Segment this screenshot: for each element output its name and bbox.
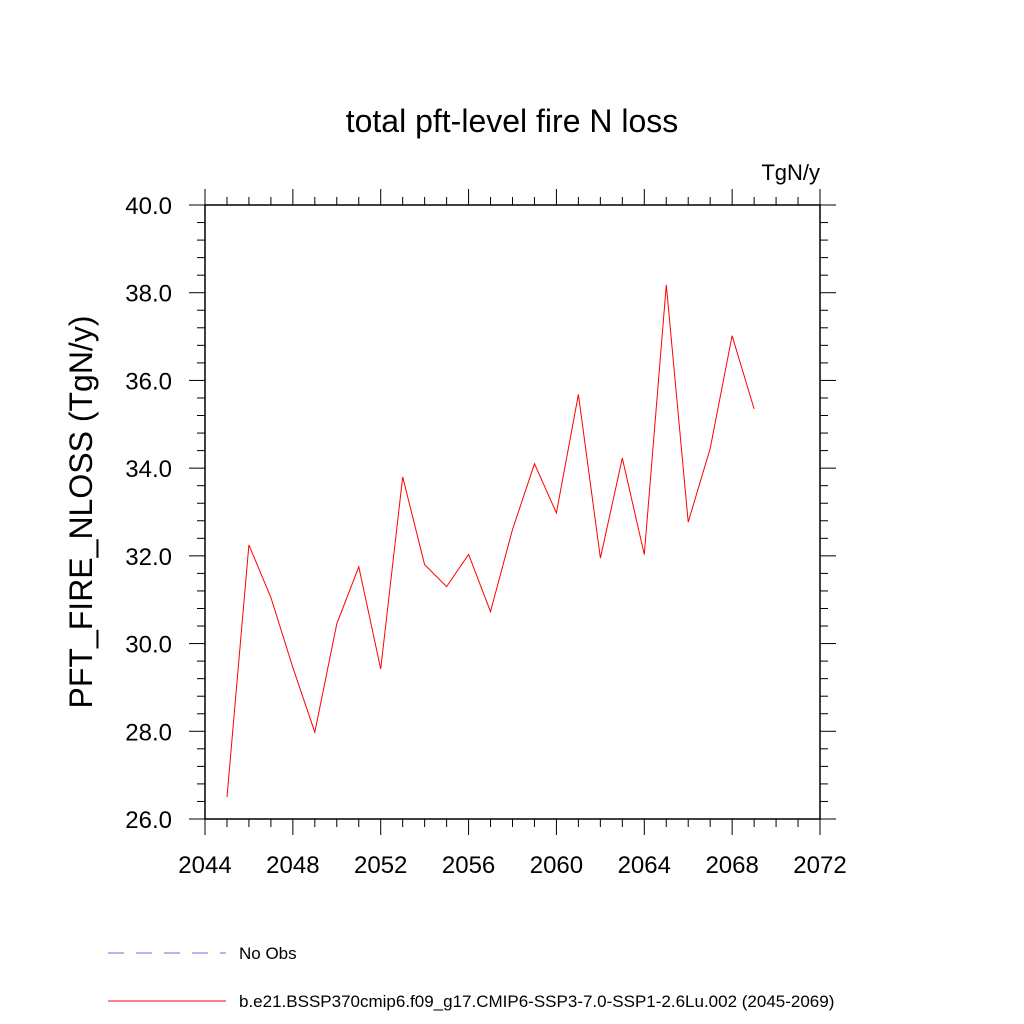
legend-label-model: b.e21.BSSP370cmip6.f09_g17.CMIP6-SSP3-7.…: [239, 992, 834, 1011]
y-tick-label: 34.0: [125, 456, 172, 483]
y-tick-label: 40.0: [125, 193, 172, 220]
y-tick-label: 36.0: [125, 368, 172, 395]
legend-label-no-obs: No Obs: [239, 944, 297, 963]
plot-frame: [204, 204, 821, 820]
chart-title: total pft-level fire N loss: [346, 103, 679, 139]
x-tick-label: 2048: [266, 852, 319, 879]
x-tick-label: 2072: [793, 852, 846, 879]
x-tick-label: 2056: [442, 852, 495, 879]
x-tick-label: 2044: [178, 852, 231, 879]
legend: No Obs b.e21.BSSP370cmip6.f09_g17.CMIP6-…: [108, 944, 834, 1011]
ticks-layer: 2044 2048 2052 2056 2060 2064 2068 2072 26.0 28.0…: [125, 189, 847, 879]
x-tick-label: 2052: [354, 852, 407, 879]
x-tick-label: 2060: [530, 852, 583, 879]
y-axis-label: PFT_FIRE_NLOSS (TgN/y): [63, 316, 99, 709]
y-tick-label: 38.0: [125, 281, 172, 308]
x-tick-label: 2064: [618, 852, 671, 879]
y-tick-label: 32.0: [125, 544, 172, 571]
units-label: TgN/y: [761, 160, 820, 185]
y-tick-label: 26.0: [125, 807, 172, 834]
y-tick-label: 30.0: [125, 632, 172, 659]
x-tick-label: 2068: [705, 852, 758, 879]
y-tick-label: 28.0: [125, 719, 172, 746]
series-line: [226, 284, 755, 798]
series-layer: [226, 284, 755, 798]
